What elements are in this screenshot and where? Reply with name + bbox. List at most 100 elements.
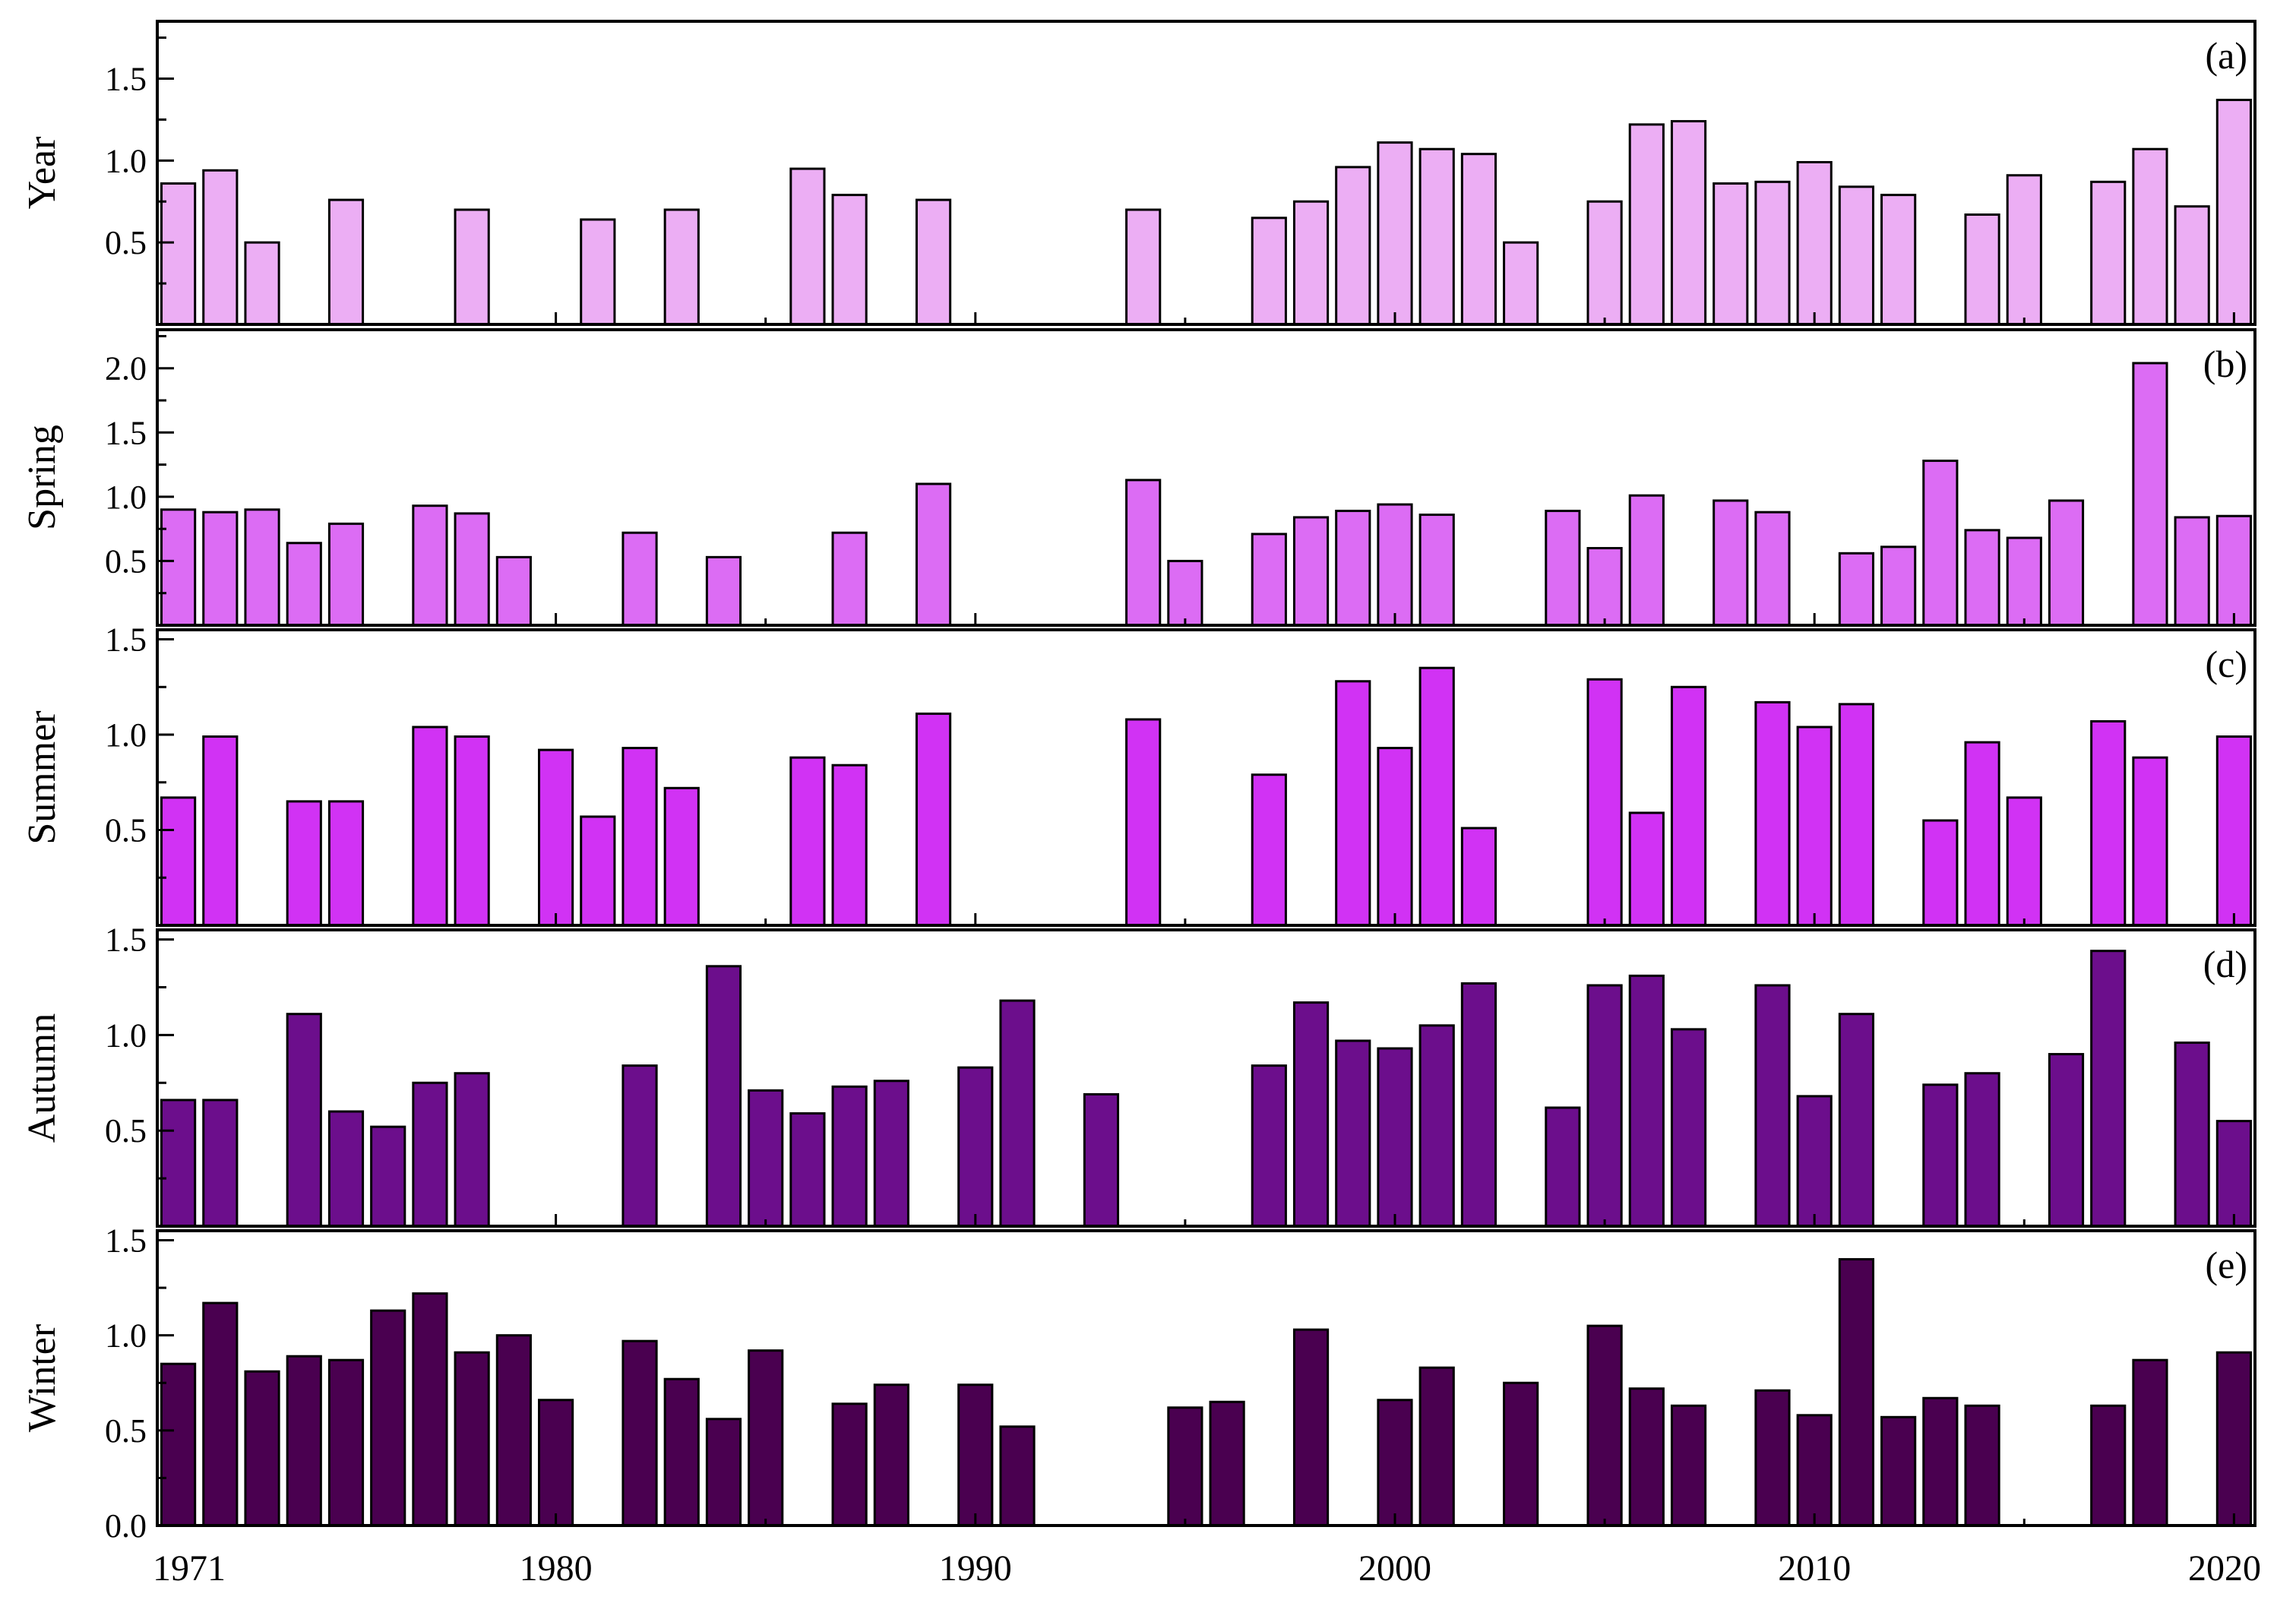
bar-a-2018 [2132,147,2168,326]
bar-c-1986 [789,756,826,927]
bar-a-2010 [1796,160,1833,326]
y-tick-label-c: 1.5 [105,621,147,659]
y-tick-label-e: 0.0 [105,1507,147,1545]
panel-label-b: (b) [2203,343,2247,385]
bar-c-1997 [1251,773,1287,927]
bar-d-1974 [286,1013,322,1228]
panel-label-a: (a) [2206,34,2248,77]
bar-a-2008 [1713,182,1749,326]
bar-e-2020 [2215,1351,2252,1527]
bar-c-2011 [1838,703,1875,927]
y-tick-label-a: 0.5 [105,224,147,261]
bar-d-2001 [1418,1024,1455,1228]
x-tick-label: 1990 [939,1548,1012,1589]
x-tick-label: 1980 [520,1548,593,1589]
bar-a-2014 [1964,213,2000,326]
bar-e-1971 [160,1362,197,1527]
bar-e-1980 [538,1399,574,1527]
bar-a-1978 [454,208,490,326]
panel-frame-e [156,1229,2256,1527]
bar-c-2001 [1418,666,1455,927]
y-tick-label-a: 1.0 [105,142,147,179]
panel-frame-b [156,328,2256,627]
bar-b-2013 [1922,460,1959,627]
bar-e-1976 [370,1309,406,1527]
bar-d-2020 [2215,1120,2252,1228]
bar-c-1972 [202,735,239,927]
bar-e-2014 [1964,1404,2000,1527]
panel-label-e: (e) [2206,1244,2248,1286]
bar-c-2000 [1377,747,1413,927]
bar-e-1988 [873,1383,909,1527]
bar-c-2018 [2132,756,2168,927]
bar-e-2000 [1377,1399,1413,1527]
bar-e-1984 [705,1418,742,1527]
y-tick-label-d: 1.0 [105,1016,147,1054]
bar-c-2017 [2090,719,2127,927]
bar-e-1972 [202,1301,239,1527]
bar-e-1975 [327,1358,365,1527]
bar-b-1978 [454,512,490,627]
bar-c-1974 [286,800,322,927]
y-tick-label-d: 1.5 [105,922,147,959]
bar-e-2013 [1922,1396,1959,1527]
bar-a-1973 [244,241,280,326]
bar-b-1971 [160,508,197,627]
bar-c-2002 [1460,827,1497,927]
bar-b-1995 [1167,559,1203,627]
bar-d-1987 [831,1085,868,1228]
y-tick-label-c: 1.0 [105,716,147,754]
bar-c-1981 [580,815,616,927]
bar-a-1998 [1292,200,1330,326]
bar-b-2011 [1838,552,1875,627]
bar-b-2009 [1754,511,1791,627]
bar-b-1989 [915,482,952,627]
bar-d-1993 [1083,1092,1120,1228]
y-tick-label-b: 0.5 [105,542,147,580]
bar-a-2012 [1880,194,1917,326]
panel-frame-a [156,20,2256,326]
bar-b-1979 [495,555,532,627]
bar-b-1997 [1251,533,1287,627]
bar-d-2000 [1377,1047,1413,1228]
bar-e-2003 [1503,1381,1539,1527]
bar-b-2020 [2215,514,2252,627]
bar-d-1988 [873,1080,909,1228]
bar-e-2005 [1586,1324,1623,1527]
panel-e: 0.0 0.5 1.0 1.5 (e) Winter [21,1222,2256,1545]
bar-d-2017 [2090,950,2127,1228]
bar-c-2007 [1670,685,1707,927]
bar-c-1987 [831,764,868,927]
bar-d-2011 [1838,1013,1875,1228]
bar-b-1994 [1125,479,1162,627]
bar-b-1973 [244,508,280,627]
bar-e-2009 [1754,1389,1791,1527]
bar-b-1974 [286,542,322,627]
bar-b-1984 [705,555,742,627]
y-tick-label-b: 1.5 [105,414,147,451]
bar-b-2014 [1964,529,2000,627]
panel-a: 0.5 1.0 1.5 (a) Year [21,20,2256,326]
panel-label-c: (c) [2206,643,2248,685]
bar-a-2007 [1670,120,1707,326]
x-tick-label: 2010 [1778,1548,1851,1589]
bar-a-1971 [160,182,197,326]
bar-e-2001 [1418,1366,1455,1527]
bar-e-1974 [286,1355,322,1527]
bar-a-1989 [915,198,952,326]
bar-d-1998 [1292,1001,1330,1228]
bar-d-1975 [327,1110,365,1228]
bar-d-1978 [454,1072,490,1228]
bar-d-2002 [1460,982,1497,1228]
bar-c-1975 [327,800,365,927]
bar-d-2013 [1922,1083,1959,1228]
bar-a-2002 [1460,153,1497,326]
bar-c-2009 [1754,700,1791,927]
bar-b-2012 [1880,545,1917,627]
bar-c-2013 [1922,819,1959,927]
bar-d-1999 [1335,1039,1371,1228]
bar-a-1987 [831,194,868,326]
bar-b-2004 [1545,509,1581,627]
y-tick-label-e: 0.5 [105,1412,147,1450]
bar-a-2006 [1628,123,1665,326]
